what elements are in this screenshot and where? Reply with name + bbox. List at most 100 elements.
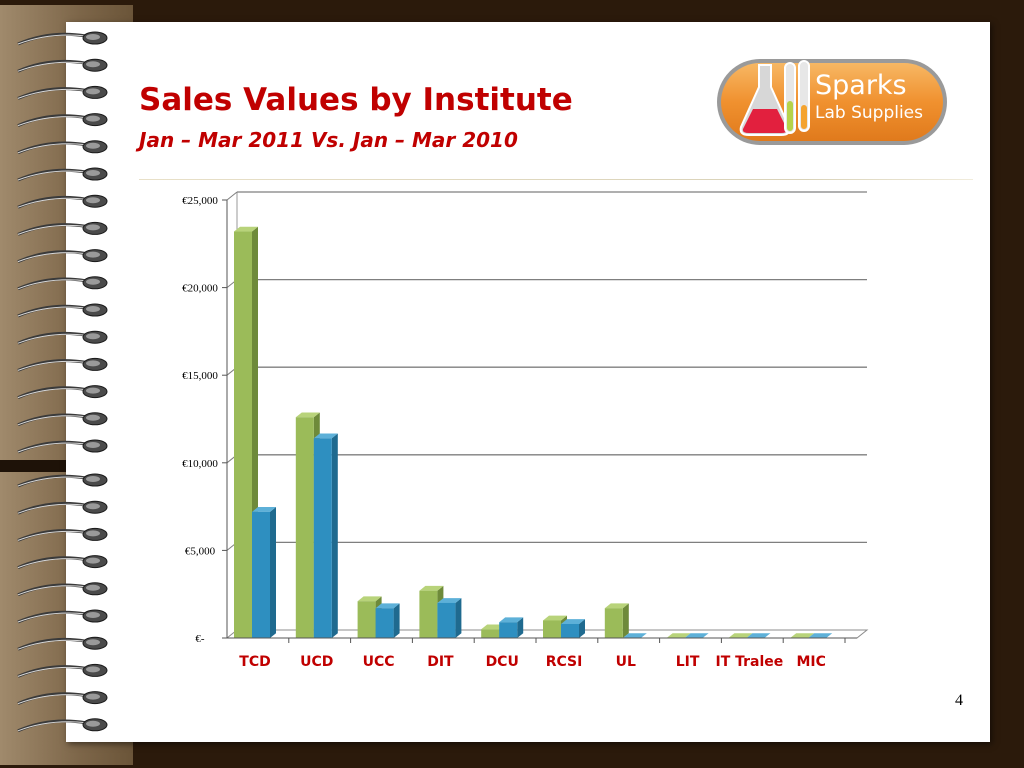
- x-category-label: MIC: [796, 654, 825, 670]
- bar-top: [499, 617, 524, 623]
- binding-ring: [17, 221, 108, 236]
- bar-top: [684, 633, 709, 638]
- x-category-label: RCSI: [546, 654, 583, 670]
- binding-ring: [17, 303, 108, 318]
- bar-side: [393, 603, 400, 638]
- bar-top: [622, 633, 647, 638]
- bar-top: [728, 633, 753, 638]
- bar-top: [790, 633, 815, 638]
- bar-front: [295, 417, 314, 638]
- bar-front: [604, 608, 623, 638]
- bar-top: [357, 596, 382, 602]
- binding-ring: [17, 527, 108, 542]
- bar-ul-series1: [604, 603, 629, 638]
- bar-front: [313, 438, 332, 638]
- x-category-label: UCC: [363, 654, 395, 670]
- binding-ring: [17, 58, 108, 73]
- x-category-label: DCU: [486, 654, 519, 670]
- bar-lit-series2: [684, 633, 709, 638]
- binding-ring: [17, 31, 108, 46]
- y-tick-label: €25,000: [182, 195, 218, 207]
- bar-top: [252, 507, 276, 512]
- bar-ucc-series2: [375, 603, 400, 638]
- binding-ring: [17, 555, 108, 569]
- bar-ucd-series2: [313, 433, 338, 638]
- binding-ring: [17, 691, 108, 705]
- binding-ring: [17, 582, 108, 597]
- bar-front: [234, 231, 252, 638]
- bar-top: [375, 603, 400, 609]
- binding-ring: [17, 663, 108, 678]
- bar-rcsi-series2: [561, 619, 585, 638]
- bar-dcu-series2: [499, 617, 524, 638]
- title-divider: [139, 179, 973, 180]
- logo-brand-name: Sparks: [815, 70, 907, 101]
- y-tick-label: €-: [195, 633, 205, 645]
- bar-top: [419, 585, 444, 591]
- x-category-label: UL: [616, 654, 636, 670]
- binding-ring: [17, 718, 108, 733]
- binding-ring: [17, 357, 108, 372]
- bar-side: [270, 507, 276, 638]
- bar-top: [313, 433, 338, 439]
- binding-ring: [17, 636, 108, 651]
- binding-ring: [17, 439, 108, 454]
- bar-it-tralee-series1: [728, 633, 753, 638]
- binding-ring: [17, 330, 108, 345]
- bar-front: [437, 602, 456, 638]
- bar-lit-series1: [666, 633, 691, 638]
- bar-side: [455, 598, 462, 638]
- logo-brand-tagline: Lab Supplies: [815, 103, 923, 123]
- binding-ring: [17, 473, 108, 488]
- y-tick-label: €15,000: [182, 370, 218, 382]
- bar-front: [561, 623, 579, 638]
- binding-ring: [17, 140, 108, 155]
- bar-it-tralee-series2: [746, 633, 771, 638]
- bar-side: [622, 603, 629, 638]
- binding-ring: [17, 85, 108, 100]
- bar-dit-series2: [437, 598, 462, 638]
- binding-ring: [17, 500, 108, 515]
- sales-bar-chart: €- €5,000 €10,000 €15,000 €20,000 €25,000 TCD U…: [182, 191, 869, 670]
- y-tick-label: €20,000: [182, 283, 218, 295]
- slide-title: Sales Values by Institute: [139, 82, 573, 118]
- bar-front: [419, 590, 438, 638]
- y-tick-label: €10,000: [182, 458, 218, 470]
- binding-ring: [17, 167, 108, 182]
- bar-top: [561, 619, 585, 624]
- bar-top: [543, 615, 567, 621]
- binding-ring: [17, 276, 108, 291]
- bar-side: [579, 619, 585, 638]
- bar-front: [375, 608, 394, 638]
- binding-ring: [17, 412, 108, 427]
- bar-front: [499, 622, 518, 638]
- bar-top: [808, 633, 833, 638]
- bar-mic-series1: [790, 633, 815, 638]
- x-category-label: LIT: [676, 654, 700, 670]
- binding-ring: [17, 249, 108, 263]
- bar-top: [234, 226, 258, 232]
- sparks-logo: [717, 59, 947, 145]
- x-category-label: UCD: [300, 654, 333, 670]
- bar-front: [252, 511, 270, 638]
- bar-top: [437, 598, 462, 603]
- binding-ring: [17, 113, 108, 127]
- binding-ring: [17, 385, 108, 399]
- y-tick-label: €5,000: [185, 545, 216, 557]
- bar-top: [666, 633, 691, 638]
- bar-front: [481, 629, 500, 638]
- bar-ul-series2: [622, 633, 647, 638]
- bar-front: [543, 620, 561, 638]
- bar-front: [357, 601, 376, 638]
- bar-mic-series2: [808, 633, 833, 638]
- bar-top: [295, 412, 320, 418]
- gridline-depth: [226, 191, 238, 201]
- spiral-binding: [17, 31, 108, 733]
- x-category-label: TCD: [239, 654, 270, 670]
- bar-side: [517, 617, 524, 638]
- binding-ring: [17, 194, 108, 209]
- bar-top: [604, 603, 629, 609]
- bar-top: [746, 633, 771, 638]
- x-category-label: IT Tralee: [716, 654, 784, 670]
- binding-ring: [17, 609, 108, 624]
